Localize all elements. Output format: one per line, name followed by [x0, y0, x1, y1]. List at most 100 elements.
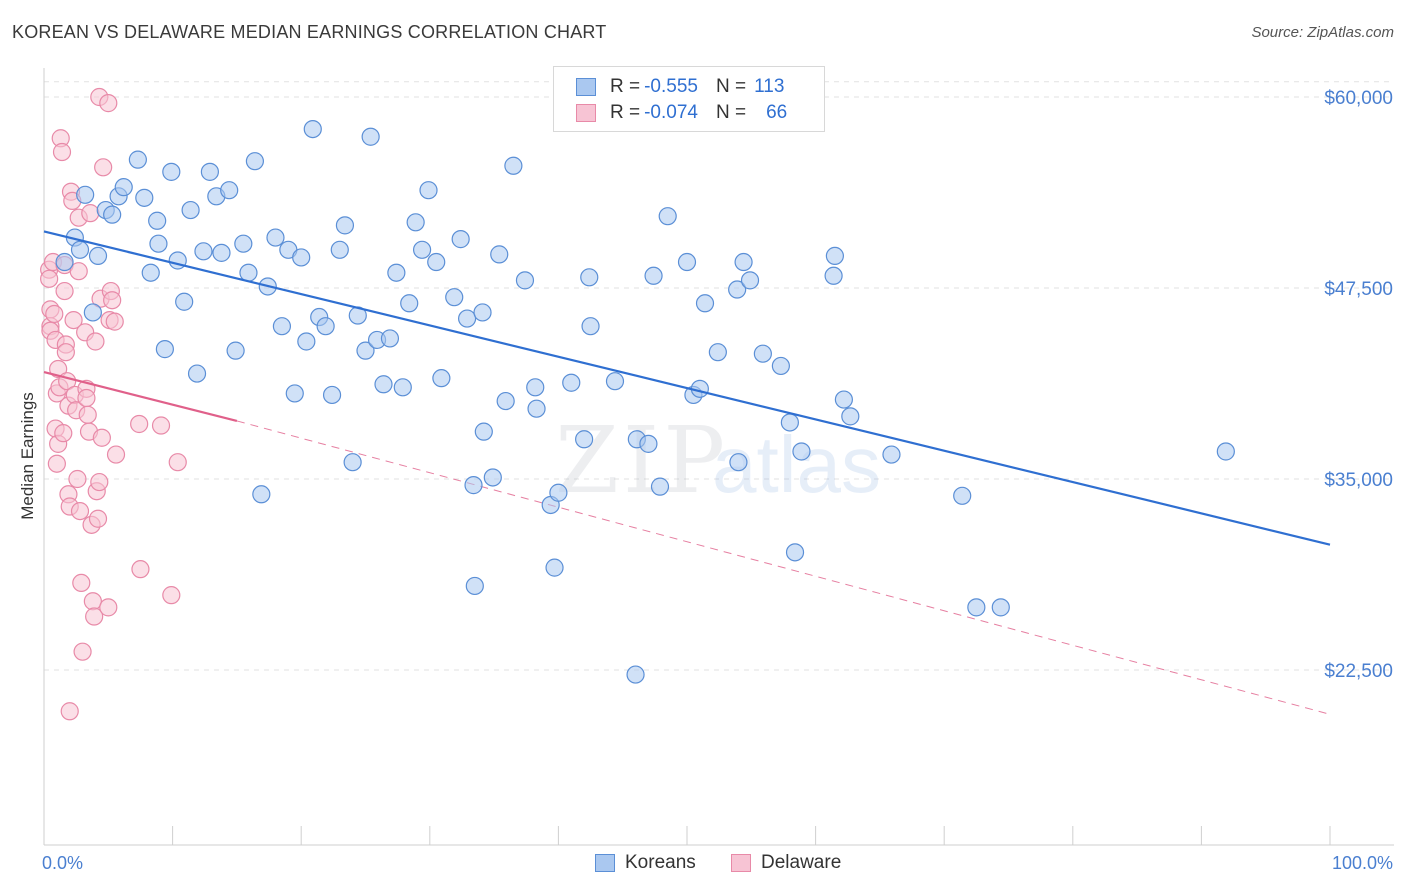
koreans-point [412, 240, 432, 259]
koreans-point [356, 341, 375, 360]
delaware-point [151, 416, 171, 435]
koreans-point [297, 332, 316, 351]
koreans-point [991, 598, 1010, 617]
delaware-swatch [576, 104, 596, 122]
legend-item-koreans[interactable]: Koreans [595, 852, 696, 874]
koreans-point [473, 303, 492, 322]
legend-row-koreans: R = -0.555 N = 113 [576, 75, 784, 99]
x-tick-labels: 0.0% 100.0% [42, 853, 1393, 873]
delaware-point [47, 454, 66, 473]
delaware-point [64, 310, 83, 330]
koreans-point [361, 127, 380, 146]
delaware-point [168, 453, 187, 472]
legend-row-delaware: R = -0.074 N = 66 [576, 101, 787, 125]
koreans-point [181, 200, 200, 220]
koreans-point [515, 271, 535, 290]
koreans-point [419, 181, 438, 200]
koreans-point [148, 211, 167, 230]
delaware-point [81, 204, 100, 223]
koreans-point [162, 162, 181, 181]
koreans-point [141, 263, 160, 282]
koreans-point [824, 266, 843, 285]
delaware-point [131, 560, 150, 579]
delaware-point [78, 405, 97, 424]
delaware-point [92, 428, 111, 447]
koreans-trend-line [43, 230, 1331, 546]
koreans-point [226, 341, 245, 360]
koreans-point [335, 216, 355, 235]
legend-n-value: 66 [766, 102, 788, 123]
delaware-trend-dashed [236, 420, 1331, 715]
delaware-point [99, 94, 118, 113]
koreans-point [882, 445, 901, 464]
koreans-point [303, 119, 322, 139]
delaware-legend-swatch [731, 854, 751, 872]
x-tick-label: 100.0% [1332, 853, 1393, 873]
axes [43, 68, 1394, 846]
koreans-point [445, 288, 464, 307]
koreans-point [581, 317, 600, 336]
legend-r-value: -0.555 [644, 76, 698, 97]
koreans-point [792, 442, 811, 461]
koreans-point [292, 248, 311, 267]
delaware-point [83, 592, 102, 611]
koreans-point [527, 399, 546, 418]
delaware-point [68, 469, 87, 489]
koreans-point [135, 188, 154, 207]
koreans-point [626, 665, 645, 684]
delaware-point [69, 262, 88, 281]
legend-r-value: -0.074 [644, 102, 698, 123]
koreans-point [155, 340, 174, 359]
source-label: Source: ZipAtlas.com [1251, 24, 1394, 41]
delaware-point [40, 269, 59, 288]
legend-r-label: R = [610, 102, 641, 123]
koreans-point [644, 266, 663, 285]
koreans-point [729, 453, 748, 472]
delaware-point [70, 501, 90, 521]
koreans-point [234, 234, 253, 253]
koreans-point [967, 598, 986, 617]
koreans-point [88, 246, 108, 266]
delaware-point [86, 332, 105, 351]
koreans-point [580, 268, 599, 287]
koreans-point [780, 413, 799, 432]
koreans-legend-label: Koreans [625, 852, 696, 873]
delaware-point [73, 642, 92, 661]
koreans-point [464, 476, 483, 495]
koreans-trend [43, 230, 1331, 546]
delaware-point [94, 158, 113, 177]
legend-item-delaware[interactable]: Delaware [731, 852, 841, 874]
delaware-point [55, 281, 74, 301]
koreans-point [575, 430, 594, 449]
koreans-point [343, 453, 362, 472]
koreans-point [695, 294, 715, 313]
koreans-point [128, 150, 147, 169]
koreans-point [374, 375, 393, 394]
koreans-point [825, 246, 844, 266]
koreans-point [549, 483, 568, 502]
koreans-point [187, 364, 207, 383]
grid-lines [44, 81, 1394, 671]
series-legend: Koreans Delaware [0, 852, 1406, 876]
koreans-point [708, 343, 727, 362]
delaware-point [105, 312, 124, 331]
legend-n-label: N = [715, 76, 747, 97]
koreans-point [194, 242, 213, 261]
delaware-point [45, 304, 64, 324]
koreans-point [526, 378, 545, 397]
koreans-point [103, 205, 122, 224]
koreans-point [496, 391, 515, 411]
delaware-point [85, 607, 104, 626]
koreans-point [393, 378, 412, 397]
delaware-point [103, 291, 122, 310]
koreans-point [245, 152, 265, 171]
koreans-point [504, 156, 523, 175]
koreans-point [427, 252, 446, 272]
koreans-point [212, 243, 231, 262]
koreans-point [200, 162, 219, 181]
koreans-point [734, 252, 753, 272]
koreans-point [483, 468, 502, 487]
koreans-point [175, 292, 194, 311]
koreans-point [728, 280, 747, 299]
koreans-point [451, 230, 470, 249]
